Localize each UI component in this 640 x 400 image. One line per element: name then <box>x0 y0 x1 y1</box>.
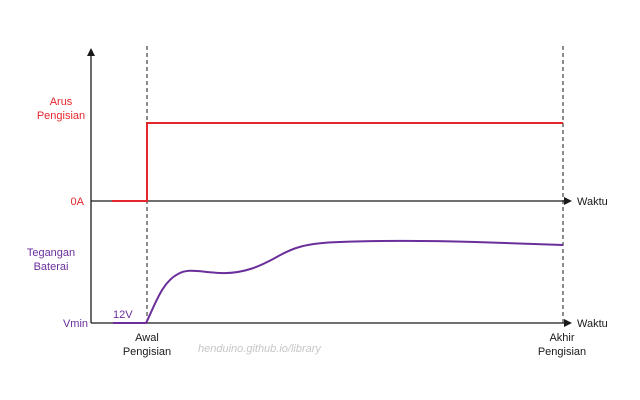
charging-current-curve <box>112 122 563 202</box>
end-marker-label-line2: Pengisian <box>538 346 586 358</box>
zero-current-label: 0A <box>71 196 85 208</box>
voltage-start-label: 12V <box>113 309 133 321</box>
end-marker-label-line1: Akhir <box>549 332 574 344</box>
time-axis-top-label: Waktu <box>577 196 608 208</box>
time-axis-bottom-label: Waktu <box>577 318 608 330</box>
current-label-line1: Arus <box>50 96 73 108</box>
start-marker-label-line2: Pengisian <box>123 346 171 358</box>
current-label-line2: Pengisian <box>37 110 85 122</box>
voltage-label-line2: Baterai <box>34 261 69 273</box>
voltage-label-line1: Tegangan <box>27 247 75 259</box>
watermark: henduino.github.io/library <box>198 343 322 355</box>
battery-voltage-curve <box>113 239 564 324</box>
vmin-label: Vmin <box>63 318 88 330</box>
start-marker-label-line1: Awal <box>135 332 159 344</box>
